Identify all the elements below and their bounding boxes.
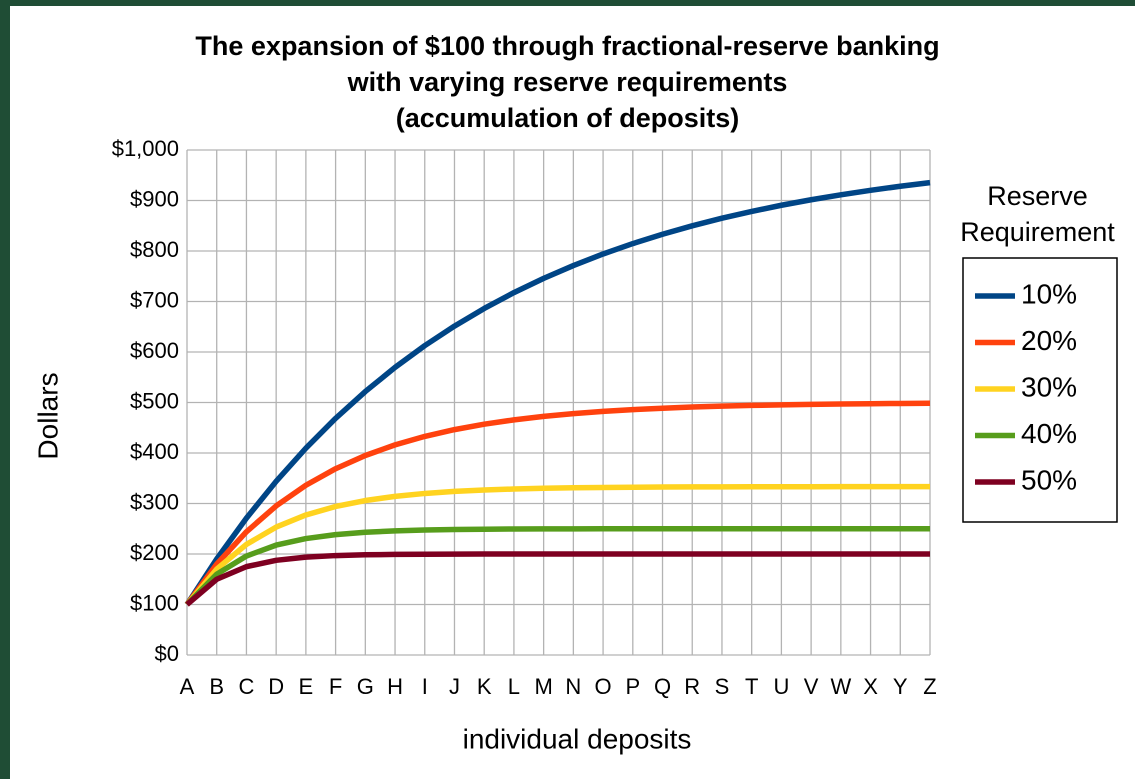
x-tick-label: B [209, 674, 224, 699]
x-tick-label: V [804, 674, 819, 699]
x-tick-label: J [449, 674, 460, 699]
x-tick-label: Z [923, 674, 936, 699]
x-tick-label: T [745, 674, 758, 699]
x-tick-label: D [268, 674, 284, 699]
y-tick-label: $0 [155, 641, 179, 666]
x-tick-label: G [357, 674, 374, 699]
x-axis-label: individual deposits [463, 723, 692, 754]
y-tick-label: $1,000 [112, 136, 179, 161]
legend-label: 40% [1021, 418, 1077, 449]
x-tick-label: S [715, 674, 730, 699]
x-tick-label: C [238, 674, 254, 699]
series-line [184, 483, 930, 607]
y-tick-label: $800 [130, 237, 179, 262]
legend-label: 50% [1021, 464, 1077, 495]
y-tick-label: $200 [130, 540, 179, 565]
x-tick-label: R [684, 674, 700, 699]
x-tick-label: O [595, 674, 612, 699]
y-tick-label: $100 [130, 590, 179, 615]
chart-area: The expansion of $100 through fractional… [10, 6, 1135, 779]
x-tick-label: U [773, 674, 789, 699]
x-tick-label: I [422, 674, 428, 699]
series-line [185, 551, 930, 607]
y-tick-label: $400 [130, 439, 179, 464]
x-tick-label: M [534, 674, 552, 699]
y-tick-label: $900 [130, 186, 179, 211]
legend-label: 30% [1021, 371, 1077, 402]
x-tick-label: H [387, 674, 403, 699]
legend-label: 20% [1021, 325, 1077, 356]
x-tick-label: X [863, 674, 878, 699]
legend-label: 10% [1021, 278, 1077, 309]
y-tick-label: $500 [130, 388, 179, 413]
y-axis-label: Dollars [32, 372, 63, 459]
x-tick-label: E [299, 674, 314, 699]
x-tick-label: F [329, 674, 342, 699]
y-tick-label: $700 [130, 287, 179, 312]
y-tick-label: $300 [130, 489, 179, 514]
chart-title: The expansion of $100 through fractional… [195, 31, 940, 133]
x-tick-label: N [565, 674, 581, 699]
legend-title: Reserve Requirement [960, 181, 1115, 247]
x-tick-label: K [477, 674, 492, 699]
x-tick-label: Y [893, 674, 908, 699]
chart: Dollars individual deposits $0 $100 $200 $3… [32, 136, 1118, 754]
series-line [185, 526, 930, 607]
x-tick-label: A [180, 674, 195, 699]
x-tick-label: L [508, 674, 520, 699]
x-tick-label: P [625, 674, 640, 699]
x-tick-label: Q [654, 674, 671, 699]
x-tick-label: W [830, 674, 851, 699]
y-tick-label: $600 [130, 338, 179, 363]
series-line [184, 400, 931, 607]
series-line [184, 179, 931, 607]
